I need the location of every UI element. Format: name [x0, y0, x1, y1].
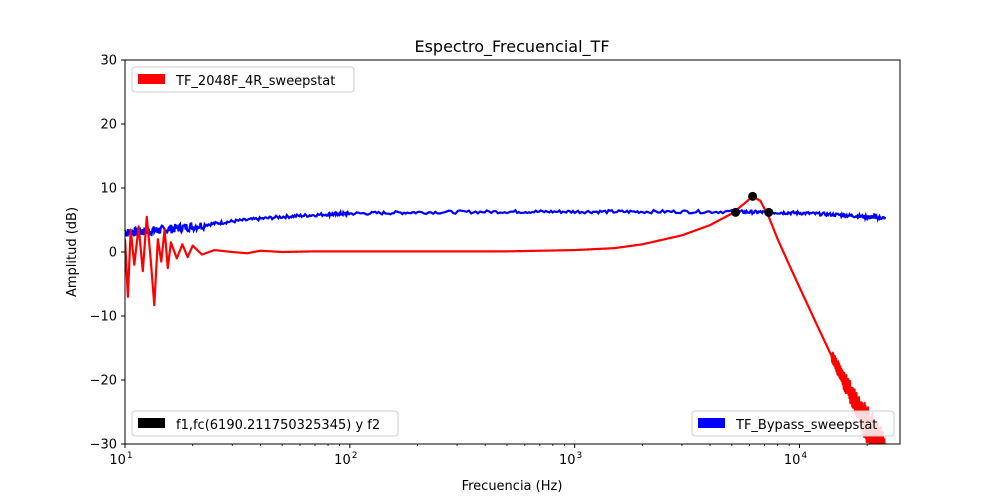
- x-tick-exponent: 1: [127, 451, 133, 461]
- y-tick-label: −20: [90, 374, 117, 389]
- x-tick-exponent: 2: [352, 451, 358, 461]
- series-line-blue: [125, 208, 887, 238]
- x-tick-label: 104: [784, 451, 808, 468]
- legend-upper-left: TF_2048F_4R_sweepstat: [131, 66, 355, 93]
- y-axis-label: Amplitud (dB): [65, 207, 80, 297]
- y-axis: −30 −20 −10 0 10 20 30: [90, 54, 125, 453]
- legend-label-blue: TF_Bypass_sweepstat: [735, 418, 877, 433]
- series-layer: [125, 191, 887, 444]
- y-tick-label: 10: [100, 182, 117, 197]
- x-tick-label: 101: [109, 451, 132, 468]
- legend-lower-left: f1,fc(6190.211750325345) y f2: [131, 410, 399, 437]
- y-tick-label: 0: [109, 246, 117, 261]
- x-tick-label: 103: [559, 451, 582, 468]
- x-axis: 101 102 103 104: [109, 444, 868, 468]
- marker-point: [731, 207, 741, 217]
- legend-label-black: f1,fc(6190.211750325345) y f2: [176, 418, 380, 433]
- y-tick-label: −10: [90, 310, 117, 325]
- legend-swatch-black: [138, 418, 165, 428]
- y-tick-label: 30: [100, 54, 117, 69]
- chart-title: Espectro_Frecuencial_TF: [414, 37, 609, 57]
- y-tick-label: −30: [90, 438, 117, 453]
- legend-swatch-red: [138, 74, 165, 84]
- x-tick-label: 102: [334, 451, 357, 468]
- series-line-red: [125, 195, 887, 444]
- legend-label-red: TF_2048F_4R_sweepstat: [175, 74, 335, 89]
- x-axis-label: Frecuencia (Hz): [462, 479, 563, 494]
- legend-swatch-blue: [698, 418, 725, 428]
- legend-lower-right: TF_Bypass_sweepstat: [691, 410, 895, 437]
- x-tick-exponent: 3: [577, 451, 583, 461]
- x-tick-exponent: 4: [801, 451, 807, 461]
- marker-point: [748, 191, 758, 201]
- marker-point: [764, 207, 774, 217]
- y-tick-label: 20: [100, 118, 117, 133]
